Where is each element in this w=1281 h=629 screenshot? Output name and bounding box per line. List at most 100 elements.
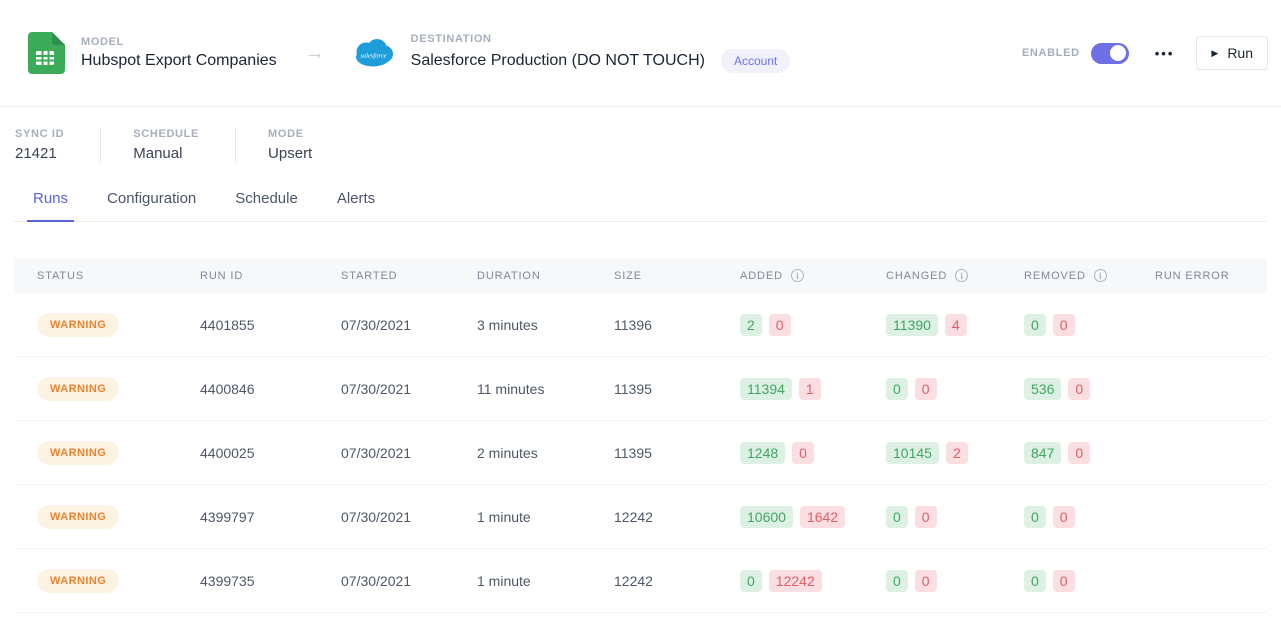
run-button[interactable]: ▶ Run (1196, 36, 1268, 70)
removed-cell: 536 0 (1010, 377, 1141, 400)
started-cell: 07/30/2021 (341, 444, 412, 461)
column-header: STATUS (37, 269, 85, 282)
started-cell: 07/30/2021 (341, 572, 412, 589)
mode-value: Upsert (268, 145, 313, 162)
success-count-badge: 11390 (886, 313, 938, 336)
failed-count-badge: 1 (798, 377, 821, 400)
duration-cell: 3 minutes (477, 316, 538, 333)
column-header: ADDED i (726, 269, 872, 282)
status-badge: WARNING (37, 312, 120, 337)
destination-name-link[interactable]: Salesforce Production (DO NOT TOUCH) (410, 52, 705, 69)
run-row[interactable]: WARNING 4399797 07/30/2021 1 minute 1224… (14, 485, 1267, 549)
success-count-badge: 10600 (740, 505, 793, 528)
column-header: STARTED (341, 269, 398, 282)
enabled-label: ENABLED (1021, 47, 1080, 59)
tab-schedule[interactable]: Schedule (235, 190, 298, 207)
status-cell: WARNING (14, 376, 186, 401)
model-label: MODEL (81, 36, 125, 48)
runs-table-header: STATUS RUN ID STARTED DURATION SIZE ADDED i CHA… (14, 258, 1267, 293)
mode-field: MODE Upsert (268, 128, 348, 162)
failed-count-badge: 0 (1052, 505, 1075, 528)
destination-label: DESTINATION (410, 33, 492, 45)
status-cell: WARNING (14, 440, 186, 465)
success-count-badge: 536 (1024, 377, 1062, 400)
run-row[interactable]: WARNING 4400025 07/30/2021 2 minutes 113… (14, 421, 1267, 485)
size-cell: 12242 (614, 508, 653, 525)
info-icon[interactable]: i (955, 269, 969, 282)
status-cell: WARNING (14, 568, 186, 593)
schedule-label: SCHEDULE (133, 128, 200, 140)
tab-runs[interactable]: Runs (27, 184, 75, 222)
success-count-badge: 0 (1024, 505, 1046, 528)
destination-type-badge: Account (720, 49, 791, 73)
failed-count-badge: 2 (945, 441, 968, 464)
svg-text:salesforce: salesforce (360, 52, 386, 59)
started-cell: 07/30/2021 (341, 508, 412, 525)
run-id-cell: 4399797 (200, 508, 255, 525)
run-id-cell: 4401855 (200, 316, 255, 333)
sync-header: MODEL Hubspot Export Companies → salesfo… (0, 0, 1281, 107)
failed-count-badge: 0 (1068, 441, 1091, 464)
success-count-badge: 1248 (740, 441, 786, 464)
changed-cell: 11390 4 (872, 313, 1010, 336)
column-header: RUN ID (200, 269, 244, 282)
column-header: DURATION (477, 269, 541, 282)
spreadsheet-model-icon (28, 32, 65, 74)
failed-count-badge: 0 (792, 441, 814, 464)
info-icon[interactable]: i (1093, 269, 1107, 282)
success-count-badge: 0 (886, 569, 908, 592)
started-cell: 07/30/2021 (341, 316, 412, 333)
duration-cell: 1 minute (477, 508, 531, 525)
success-count-badge: 10145 (886, 441, 939, 464)
added-cell: 11394 1 (726, 377, 872, 400)
run-id-cell: 4400025 (200, 444, 255, 461)
failed-count-badge: 0 (768, 313, 791, 336)
changed-cell: 10145 2 (872, 441, 1010, 464)
success-count-badge: 2 (740, 313, 762, 336)
failed-count-badge: 12242 (768, 569, 822, 592)
column-header: RUN ERROR (1155, 269, 1230, 282)
sync-meta-bar: SYNC ID 21421 SCHEDULE Manual MODE Upser… (14, 107, 1267, 184)
failed-count-badge: 0 (1068, 377, 1091, 400)
failed-count-badge: 0 (1052, 569, 1075, 592)
enabled-toggle[interactable] (1090, 42, 1129, 64)
failed-count-badge: 0 (1052, 313, 1075, 336)
added-cell: 1248 0 (726, 441, 872, 464)
model-summary: MODEL Hubspot Export Companies (28, 32, 277, 74)
info-icon[interactable]: i (790, 269, 804, 282)
run-button-label: Run (1227, 45, 1253, 61)
failed-count-badge: 4 (944, 313, 967, 336)
removed-cell: 847 0 (1010, 441, 1141, 464)
status-badge: WARNING (37, 568, 120, 593)
tab-alerts[interactable]: Alerts (336, 190, 376, 207)
run-row[interactable]: WARNING 4399735 07/30/2021 1 minute 1224… (14, 549, 1267, 613)
duration-cell: 11 minutes (477, 380, 545, 397)
more-options-menu[interactable]: ••• (1154, 45, 1175, 61)
sync-id-label: SYNC ID (15, 128, 65, 140)
tabs-bar: Runs Configuration Schedule Alerts (14, 184, 1267, 222)
status-badge: WARNING (37, 504, 120, 529)
runs-table-body: WARNING 4401855 07/30/2021 3 minutes 113… (14, 293, 1267, 613)
success-count-badge: 11394 (740, 377, 792, 400)
schedule-field: SCHEDULE Manual (133, 128, 237, 162)
mode-label: MODE (268, 128, 304, 140)
tab-configuration[interactable]: Configuration (107, 190, 197, 207)
added-cell: 10600 1642 (726, 505, 872, 528)
failed-count-badge: 0 (914, 505, 937, 528)
schedule-value: Manual (133, 145, 183, 162)
status-badge: WARNING (37, 376, 120, 401)
duration-cell: 2 minutes (477, 444, 538, 461)
added-cell: 0 12242 (726, 569, 872, 592)
size-cell: 12242 (614, 572, 653, 589)
model-name-link[interactable]: Hubspot Export Companies (81, 52, 277, 69)
run-row[interactable]: WARNING 4400846 07/30/2021 11 minutes 11… (14, 357, 1267, 421)
column-header: SIZE (614, 269, 642, 282)
success-count-badge: 0 (886, 377, 908, 400)
success-count-badge: 847 (1024, 441, 1062, 464)
run-row[interactable]: WARNING 4401855 07/30/2021 3 minutes 113… (14, 293, 1267, 357)
column-header: CHANGED i (872, 269, 1010, 282)
